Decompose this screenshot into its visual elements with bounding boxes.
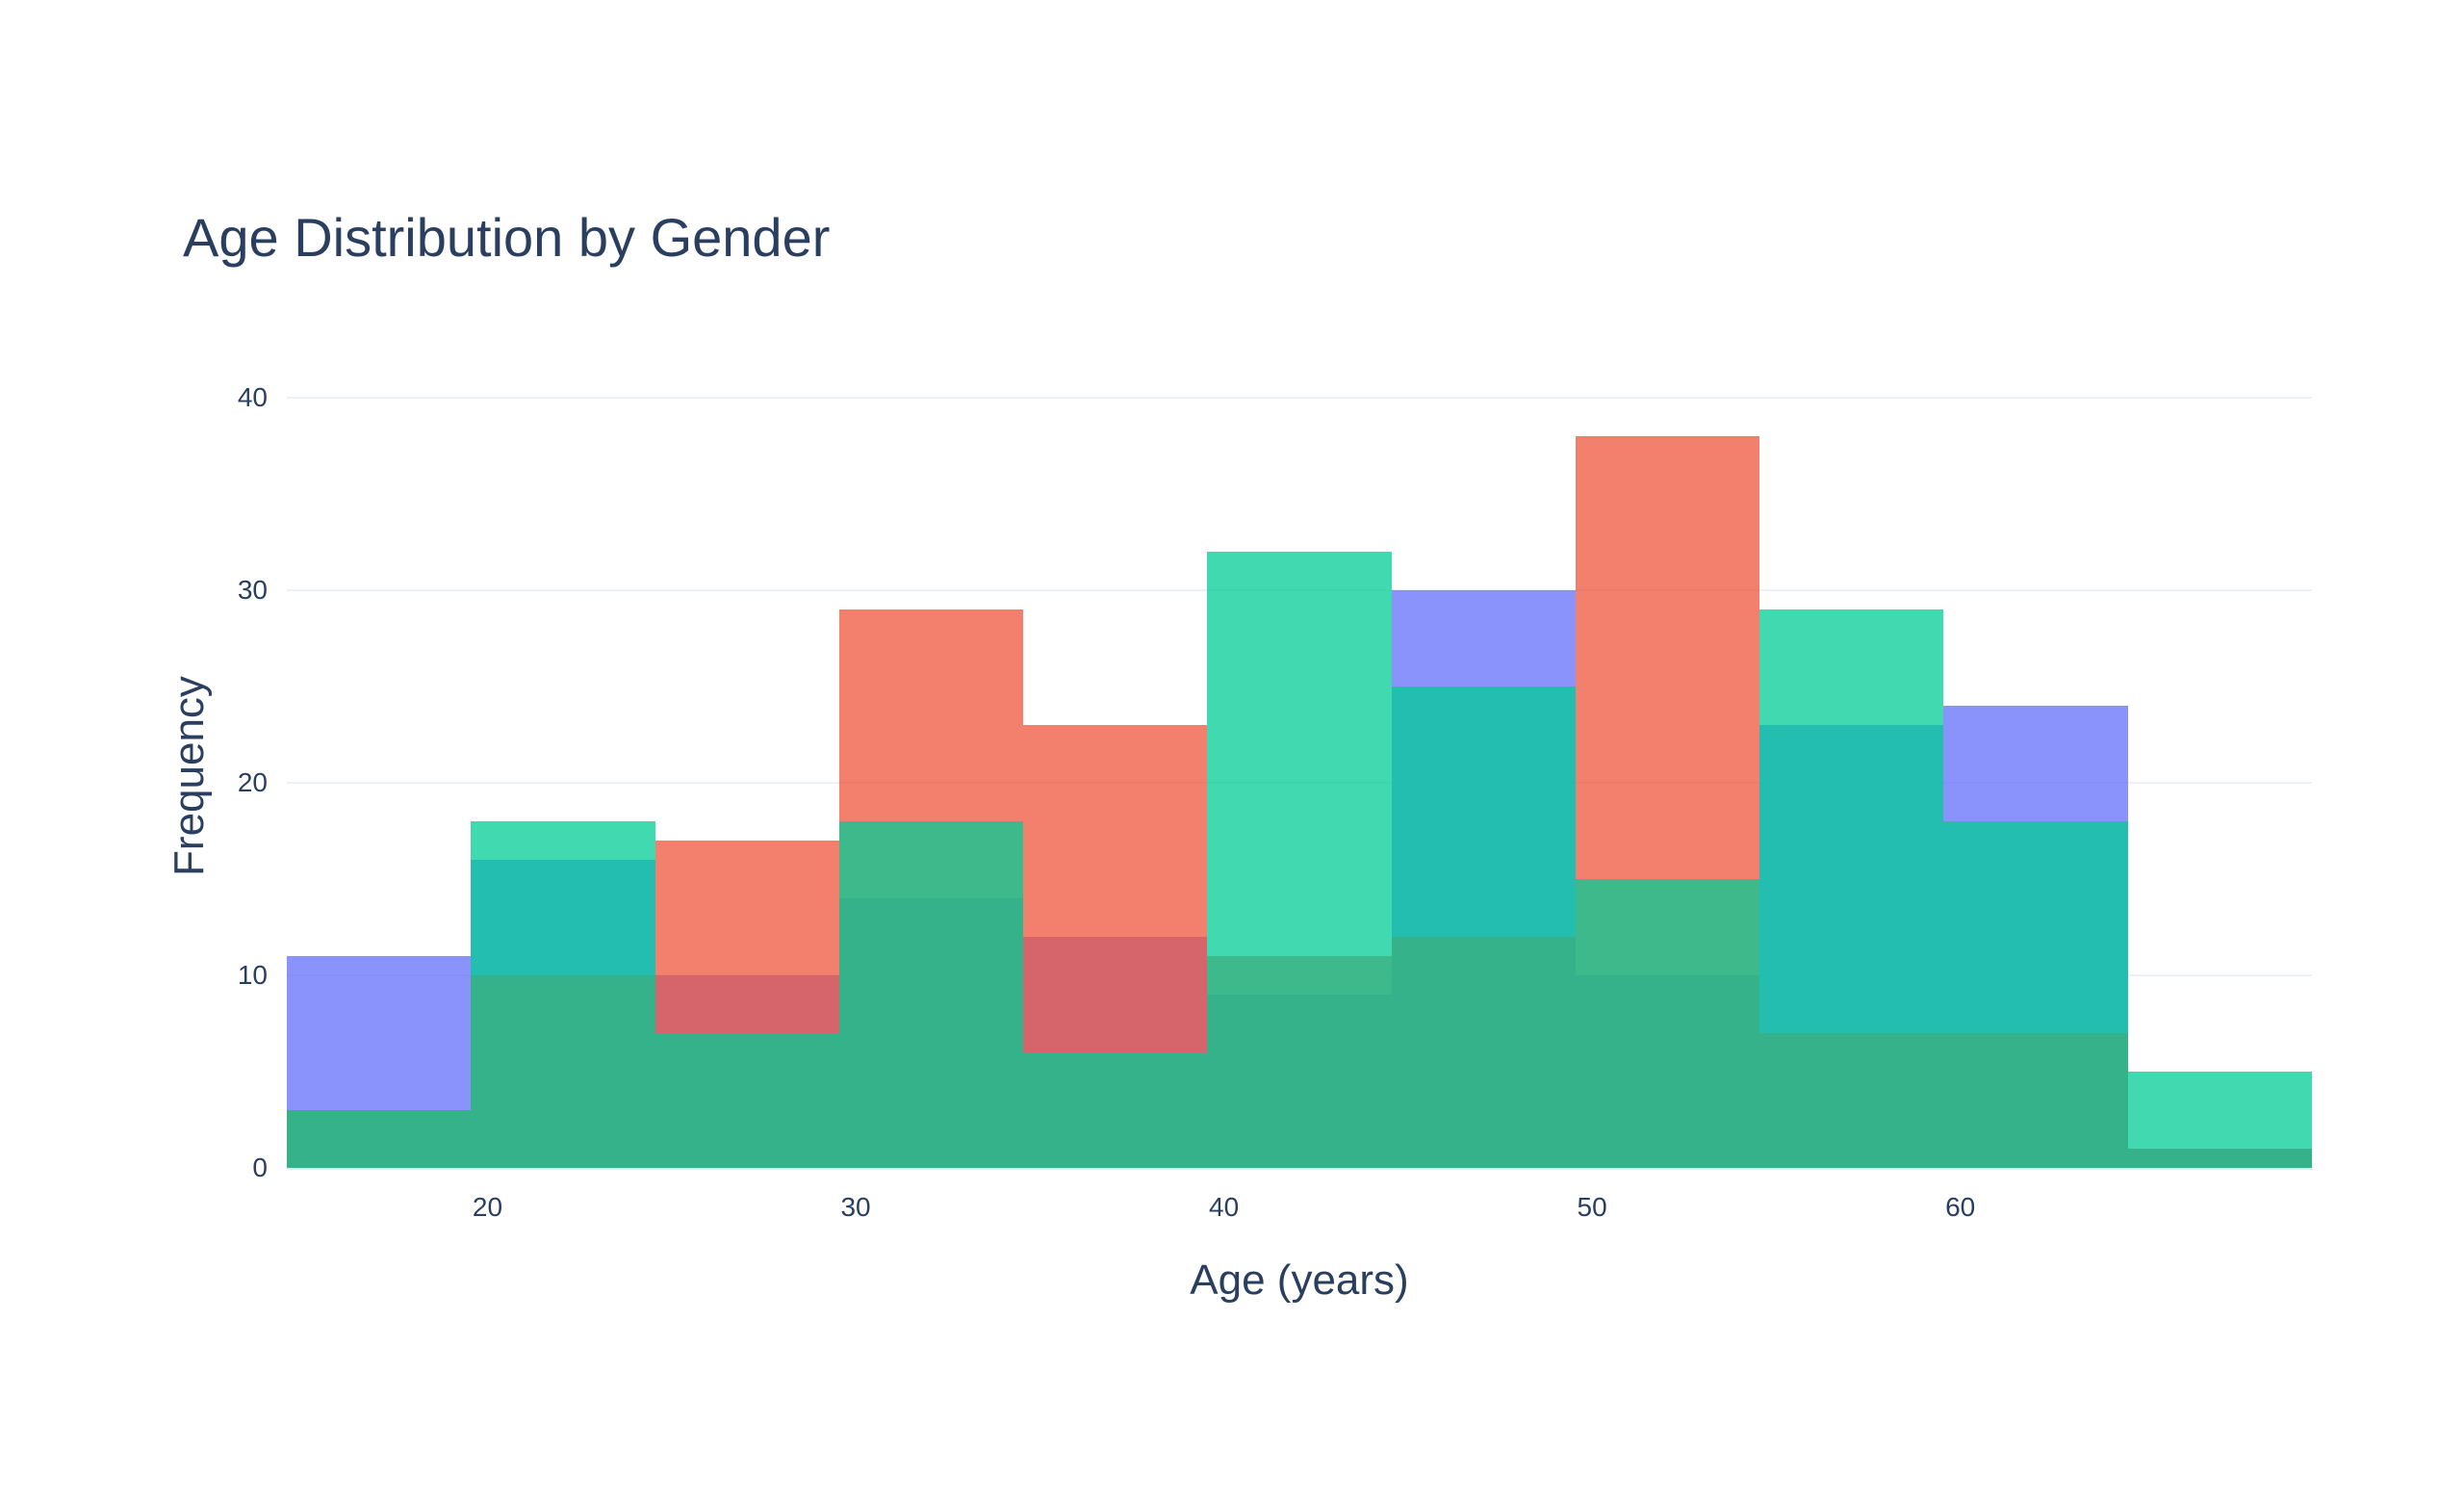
- bar-green-55-60[interactable]: [1759, 609, 1944, 1168]
- x-axis-title: Age (years): [1190, 1256, 1409, 1304]
- bar-green-60-65[interactable]: [1943, 821, 2128, 1168]
- y-tick-label-20: 20: [237, 767, 268, 797]
- bar-green-65-70[interactable]: [2127, 1072, 2312, 1168]
- y-tick-label-10: 10: [237, 960, 268, 990]
- x-tick-label-50: 50: [1577, 1192, 1607, 1222]
- x-tick-label-20: 20: [472, 1192, 503, 1222]
- plot-area: [287, 385, 2312, 1170]
- bar-green-20-25[interactable]: [471, 821, 655, 1168]
- y-tick-label-30: 30: [237, 575, 268, 605]
- bar-green-25-30[interactable]: [654, 1033, 839, 1168]
- y-tick-label-40: 40: [237, 382, 268, 412]
- bar-green-15-20[interactable]: [287, 1110, 472, 1168]
- zero-line: [287, 1167, 2312, 1170]
- y-tick-label-0: 0: [252, 1152, 268, 1182]
- x-tick-label-30: 30: [840, 1192, 871, 1222]
- bar-green-30-35[interactable]: [838, 821, 1024, 1168]
- x-tick-label-40: 40: [1209, 1192, 1240, 1222]
- bar-green-50-55[interactable]: [1575, 879, 1760, 1168]
- bar-green-45-50[interactable]: [1391, 686, 1576, 1168]
- gridline-y-40: [287, 397, 2312, 399]
- bar-green-40-45[interactable]: [1207, 552, 1392, 1168]
- x-tick-label-60: 60: [1945, 1192, 1976, 1222]
- bar-green-35-40[interactable]: [1023, 1052, 1208, 1168]
- chart-title: Age Distribution by Gender: [183, 207, 831, 268]
